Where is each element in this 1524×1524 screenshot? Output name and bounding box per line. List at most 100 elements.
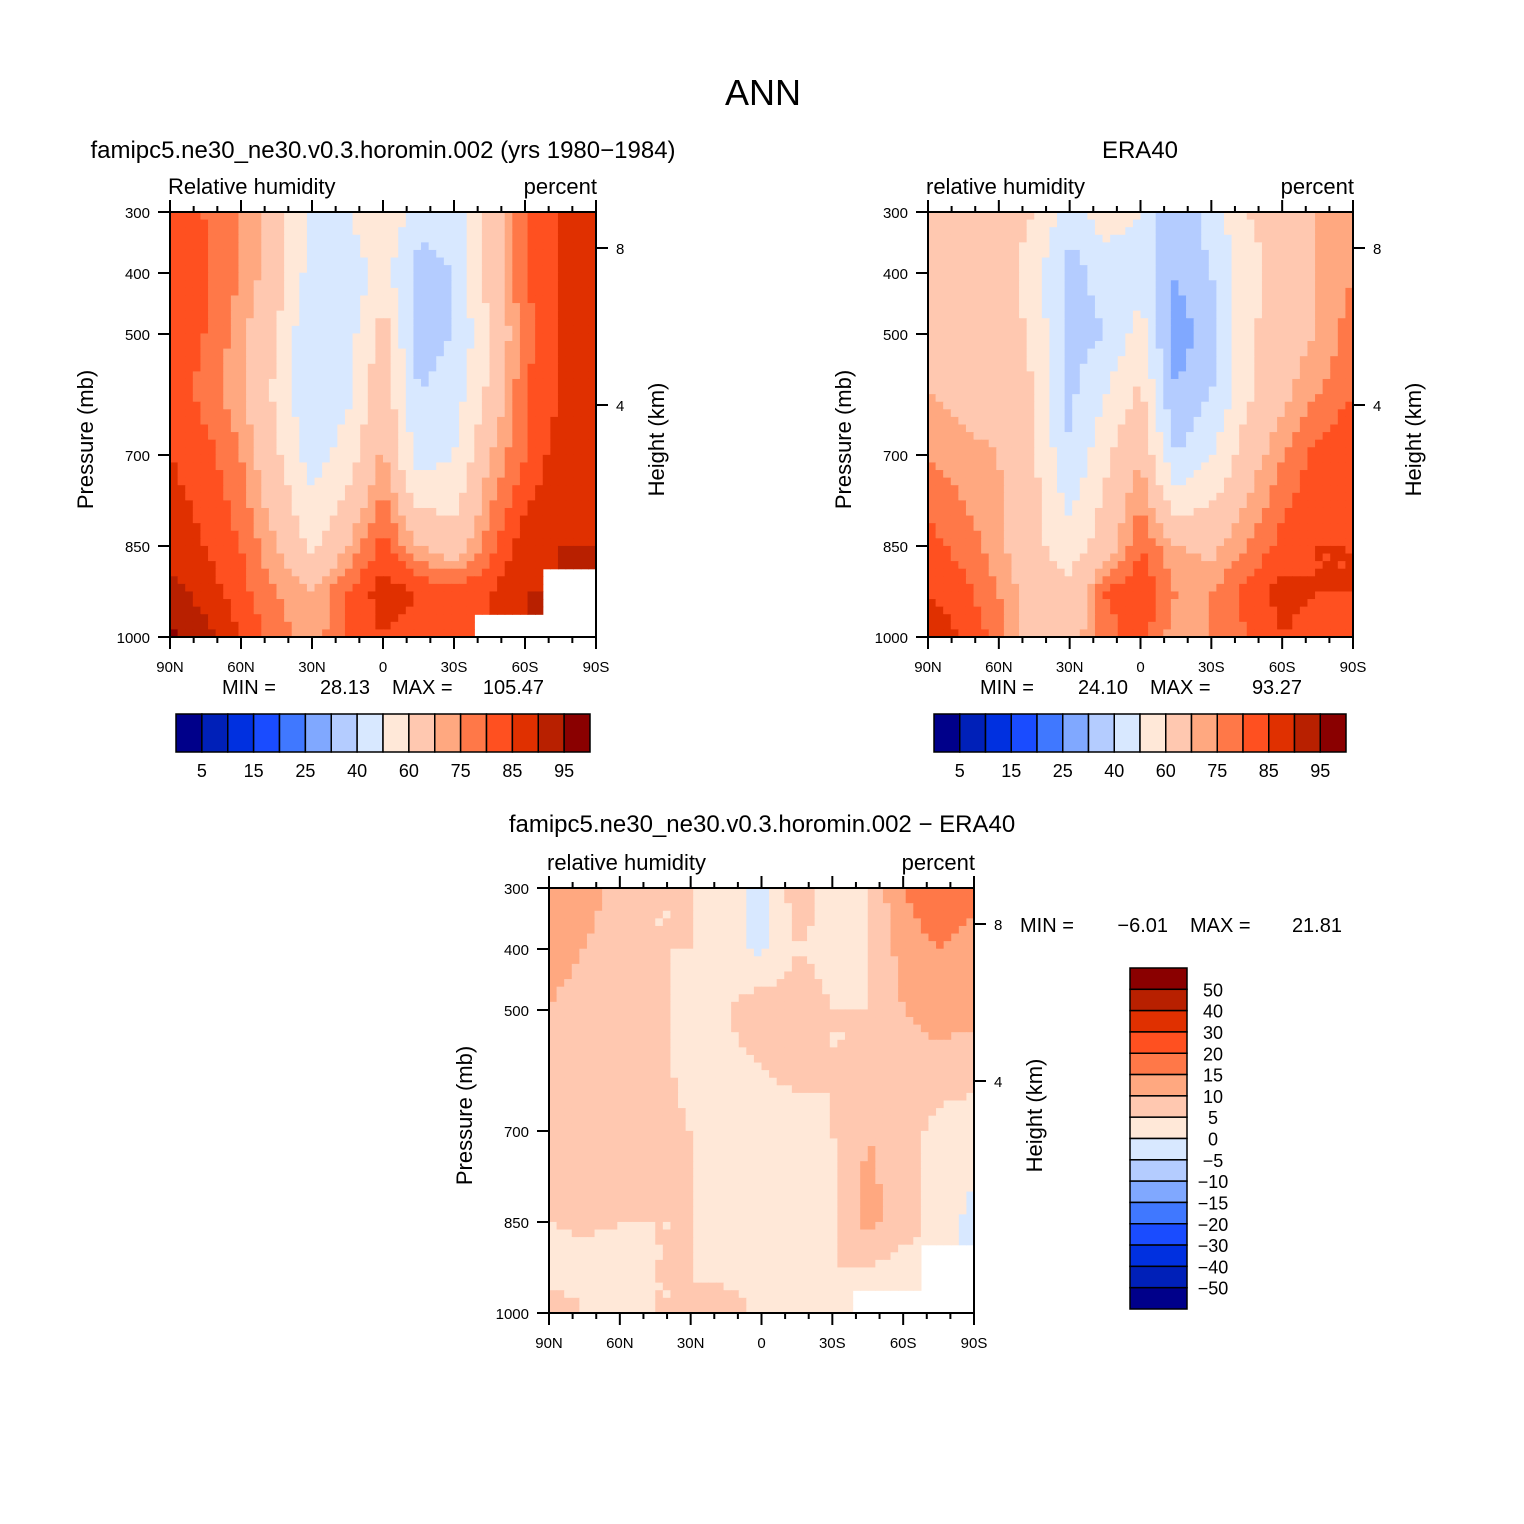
contour-cell bbox=[421, 614, 430, 623]
contour-cell bbox=[573, 409, 582, 418]
contour-cell bbox=[512, 568, 521, 577]
contour-cell bbox=[223, 545, 232, 555]
contour-cell bbox=[177, 492, 186, 501]
contour-cell bbox=[1003, 333, 1013, 342]
contour-cell bbox=[177, 249, 186, 259]
contour-cell bbox=[238, 447, 247, 456]
contour-cell bbox=[398, 257, 407, 266]
contour-cell bbox=[238, 545, 247, 555]
contour-cell bbox=[542, 545, 551, 555]
contour-cell bbox=[943, 265, 952, 274]
contour-cell bbox=[299, 356, 308, 365]
contour-cell bbox=[421, 606, 430, 615]
contour-cell bbox=[238, 295, 247, 304]
contour-cell bbox=[405, 591, 415, 600]
contour-cell bbox=[588, 485, 597, 494]
contour-cell bbox=[1117, 227, 1126, 236]
contour-cell bbox=[481, 363, 491, 372]
contour-cell bbox=[329, 545, 338, 555]
contour-cell bbox=[261, 295, 270, 304]
contour-cell bbox=[170, 439, 179, 448]
contour-cell bbox=[1299, 287, 1309, 297]
contour-cell bbox=[466, 249, 475, 259]
contour-cell bbox=[375, 416, 384, 426]
contour-cell bbox=[565, 416, 574, 426]
contour-cell bbox=[367, 341, 376, 350]
contour-cell bbox=[466, 553, 475, 562]
contour-cell bbox=[1079, 447, 1088, 456]
contour-cell bbox=[1170, 363, 1180, 372]
contour-cell bbox=[299, 348, 308, 357]
contour-cell bbox=[1003, 325, 1013, 335]
contour-cell bbox=[928, 287, 937, 297]
contour-cell bbox=[1057, 424, 1066, 433]
contour-cell bbox=[398, 621, 407, 631]
contour-cell bbox=[253, 477, 262, 486]
contour-cell bbox=[1034, 265, 1043, 274]
contour-cell bbox=[421, 363, 430, 372]
contour-cell bbox=[535, 371, 544, 380]
contour-cell bbox=[1034, 234, 1043, 243]
contour-cell bbox=[177, 606, 186, 615]
contour-cell bbox=[238, 599, 247, 608]
contour-cell bbox=[489, 280, 498, 289]
contour-cell bbox=[497, 424, 506, 433]
contour-cell bbox=[481, 219, 491, 228]
contour-cell bbox=[1163, 227, 1172, 236]
contour-cell bbox=[1193, 386, 1202, 395]
contour-cell bbox=[375, 310, 384, 319]
contour-cell bbox=[1011, 439, 1020, 448]
contour-cell bbox=[352, 394, 361, 403]
contour-cell bbox=[291, 348, 300, 357]
contour-cell bbox=[405, 576, 415, 585]
contour-cell bbox=[996, 287, 1005, 297]
contour-cell bbox=[1026, 447, 1035, 456]
contour-cell bbox=[1254, 356, 1263, 365]
contour-cell bbox=[405, 394, 415, 403]
contour-cell bbox=[322, 515, 331, 524]
contour-cell bbox=[215, 439, 224, 448]
contour-cell bbox=[177, 416, 186, 426]
contour-cell bbox=[535, 341, 544, 350]
contour-cell bbox=[573, 416, 582, 426]
contour-cell bbox=[466, 492, 475, 501]
contour-cell bbox=[421, 272, 430, 281]
contour-cell bbox=[1140, 416, 1149, 426]
contour-cell bbox=[436, 378, 445, 388]
contour-cell bbox=[1322, 401, 1331, 410]
contour-cell bbox=[322, 576, 331, 585]
contour-cell bbox=[965, 234, 975, 243]
contour-cell bbox=[542, 416, 551, 426]
contour-cell bbox=[215, 409, 224, 418]
contour-cell bbox=[1132, 439, 1142, 448]
contour-cell bbox=[230, 280, 240, 289]
contour-cell bbox=[504, 568, 513, 577]
contour-cell bbox=[504, 477, 513, 486]
contour-cell bbox=[981, 371, 990, 380]
contour-cell bbox=[276, 561, 285, 570]
variable-label: Relative humidity bbox=[168, 174, 336, 199]
contour-cell bbox=[253, 348, 262, 357]
contour-cell bbox=[474, 568, 483, 577]
contour-cell bbox=[1079, 409, 1088, 418]
contour-cell bbox=[329, 333, 338, 342]
contour-cell bbox=[519, 568, 529, 577]
contour-cell bbox=[200, 432, 209, 441]
contour-cell bbox=[367, 477, 376, 486]
contour-cell bbox=[329, 318, 338, 327]
contour-cell bbox=[1041, 378, 1051, 388]
contour-cell bbox=[542, 257, 551, 266]
contour-cell bbox=[223, 265, 232, 274]
contour-cell bbox=[314, 424, 323, 433]
contour-cell bbox=[928, 454, 937, 464]
contour-cell bbox=[1125, 310, 1134, 319]
contour-cell bbox=[1155, 378, 1164, 388]
contour-cell bbox=[565, 485, 574, 494]
contour-cell bbox=[481, 378, 491, 388]
contour-cell bbox=[375, 553, 384, 562]
contour-cell bbox=[436, 470, 445, 479]
contour-cell bbox=[367, 470, 376, 479]
contour-cell bbox=[1087, 234, 1096, 243]
contour-cell bbox=[527, 545, 536, 555]
contour-cell bbox=[1019, 333, 1028, 342]
